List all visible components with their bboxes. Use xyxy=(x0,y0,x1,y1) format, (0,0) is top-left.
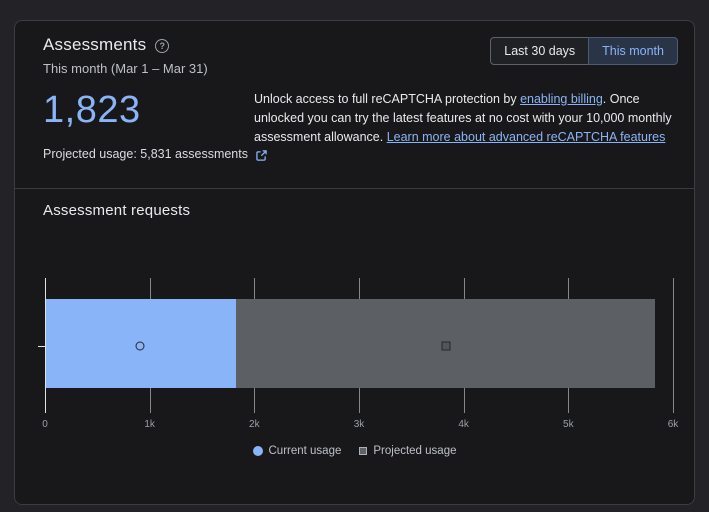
external-link-icon xyxy=(256,150,267,161)
bar-row xyxy=(45,299,673,388)
legend-label-projected: Projected usage xyxy=(373,445,457,457)
panel-title-row: Assessments ? xyxy=(43,35,208,55)
gridline xyxy=(673,278,674,413)
x-tick-label: 6k xyxy=(667,419,679,430)
help-icon[interactable]: ? xyxy=(155,38,170,53)
last-30-days-button[interactable]: Last 30 days xyxy=(490,37,590,65)
x-tick-label: 5k xyxy=(563,419,574,430)
chart-section-title: Assessment requests xyxy=(43,202,191,219)
legend-label-current: Current usage xyxy=(268,445,342,457)
section-divider xyxy=(15,188,694,189)
legend-item-projected: Projected usage xyxy=(359,445,457,457)
date-range-subtitle: This month (Mar 1 – Mar 31) xyxy=(43,61,208,76)
assessments-panel: Assessments ? This month (Mar 1 – Mar 31… xyxy=(14,20,695,505)
panel-header: Assessments ? This month (Mar 1 – Mar 31… xyxy=(15,21,694,76)
projected-usage-marker-icon xyxy=(441,341,451,350)
usage-bar-chart: 0 1k 2k 3k 4k 5k 6k xyxy=(38,278,678,430)
billing-notice-text-2: . Once unlocked you can try the latest f… xyxy=(254,92,672,144)
panel-title: Assessments xyxy=(43,35,147,54)
legend-item-current: Current usage xyxy=(252,445,342,457)
y-axis-line xyxy=(45,278,46,413)
stats-row: 1,823 Projected usage: 5,831 assessments… xyxy=(15,76,694,166)
projected-usage-legend-icon xyxy=(359,447,368,455)
current-usage-legend-icon xyxy=(252,446,263,456)
current-usage-marker-icon xyxy=(135,341,145,350)
projected-usage-text: Projected usage: 5,831 assessments xyxy=(43,147,248,161)
y-axis-tick xyxy=(38,345,45,347)
x-tick-label: 0 xyxy=(42,419,48,430)
range-toggle-group: Last 30 days This month xyxy=(490,37,678,65)
x-tick-label: 3k xyxy=(353,419,365,430)
learn-more-link[interactable]: Learn more about advanced reCAPTCHA feat… xyxy=(386,130,666,144)
x-tick-label: 1k xyxy=(144,419,155,430)
x-tick-label: 2k xyxy=(249,419,260,430)
x-tick-label: 4k xyxy=(458,419,469,430)
projected-usage-bar xyxy=(235,299,656,388)
this-month-button[interactable]: This month xyxy=(588,37,678,65)
current-usage-value: 1,823 xyxy=(43,89,141,131)
panel-header-left: Assessments ? This month (Mar 1 – Mar 31… xyxy=(43,35,208,76)
enabling-billing-link[interactable]: enabling billing xyxy=(520,92,603,106)
billing-notice-text-1: Unlock access to full reCAPTCHA protecti… xyxy=(254,92,521,106)
chart-legend: Current usage Projected usage xyxy=(15,445,694,457)
billing-notice: Unlock access to full reCAPTCHA protecti… xyxy=(254,90,678,166)
current-usage-block: 1,823 Projected usage: 5,831 assessments xyxy=(43,88,254,166)
